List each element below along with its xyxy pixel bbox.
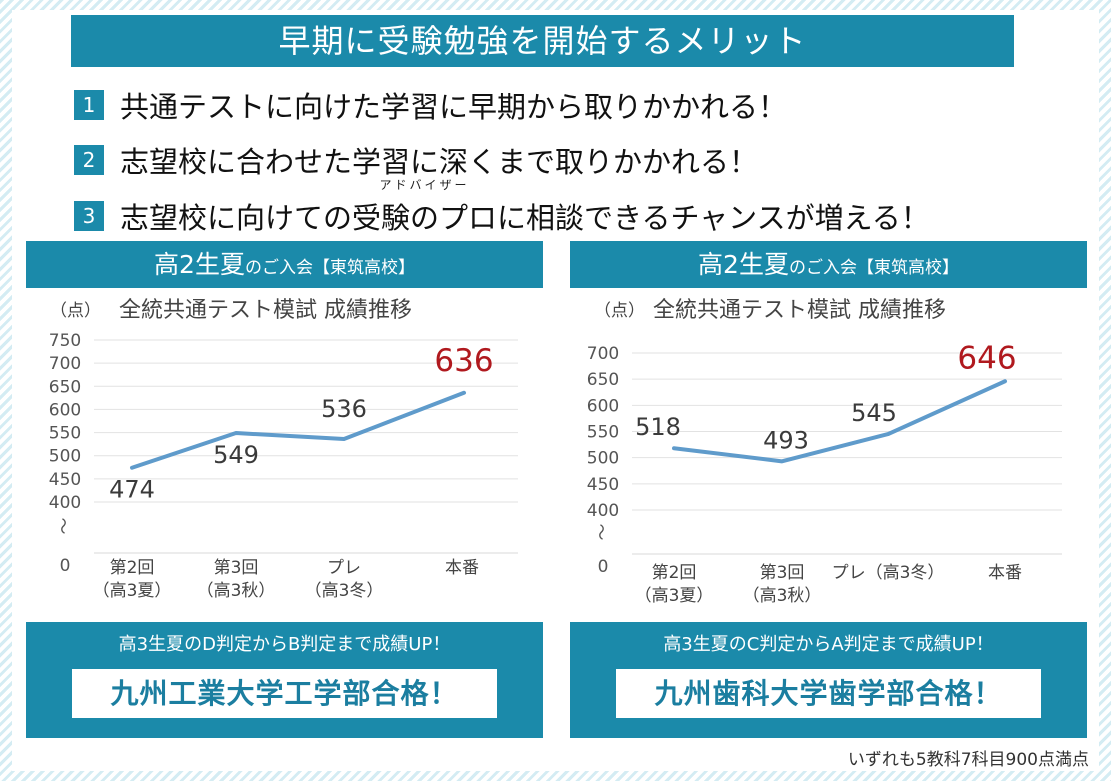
merit-text: 共通テストに向けた学習に早期から取りかかれる！: [120, 90, 788, 124]
panel-header-detail: のご入会【東筑高校】: [788, 258, 959, 278]
x-tick-label: 第2回: [110, 558, 155, 578]
merit-text: 志望校に向けての アドバイザー 受験のプロに相談できるチャンスが増える！: [120, 178, 930, 237]
highlight-data-label: 646: [957, 340, 1016, 376]
y-tick-label: 0: [60, 556, 71, 576]
y-tick-label: 750: [49, 331, 81, 351]
x-tick-label: 本番: [445, 558, 479, 578]
data-label: 545: [851, 399, 897, 427]
merit-1: 1 共通テストに向けた学習に早期から取りかかれる！: [74, 86, 787, 124]
data-label: 493: [763, 426, 809, 454]
panel-header: 高2生夏のご入会【東筑高校】: [570, 241, 1087, 288]
data-label: 518: [635, 413, 681, 441]
x-tick-label: （高3夏）: [635, 586, 714, 606]
y-tick-label: 500: [587, 449, 619, 469]
y-axis-unit: （点）: [594, 301, 645, 321]
y-tick-label: 450: [49, 470, 81, 490]
merit-text-after: に相談できるチャンスが増える！: [497, 201, 930, 235]
data-label: 549: [213, 441, 259, 469]
ruby-annotation: アドバイザー: [379, 178, 470, 192]
footnote: いずれも5教科7科目900点満点: [847, 750, 1089, 770]
y-tick-label: 400: [49, 493, 81, 513]
axis-break-mark: 〜: [590, 524, 610, 541]
panel-header-grade: 高2生夏: [698, 250, 789, 279]
merit-number: 1: [74, 90, 104, 120]
y-tick-label: 650: [49, 377, 81, 397]
series-line: [672, 379, 1007, 464]
y-tick-label: 550: [49, 424, 81, 444]
result-improvement: 高3生夏のD判定からB判定まで成績UP！: [118, 634, 451, 655]
highlight-data-label: 636: [434, 343, 493, 379]
result-school: 九州歯科大学歯学部合格！: [616, 669, 1041, 718]
merit-number: 3: [74, 201, 104, 231]
ruby-term: アドバイザー受験のプロ: [352, 178, 498, 237]
x-tick-label: 第3回: [214, 558, 259, 578]
result-school: 九州工業大学工学部合格！: [72, 669, 497, 718]
panel-header: 高2生夏のご入会【東筑高校】: [26, 241, 543, 288]
chart-title: 全統共通テスト模試 成績推移: [119, 298, 412, 323]
y-axis-unit: （点）: [50, 301, 101, 321]
x-tick-label: プレ（高3冬）: [832, 563, 945, 583]
y-tick-label: 550: [587, 423, 619, 443]
y-tick-label: 700: [49, 354, 81, 374]
score-chart: （点） 全統共通テスト模試 成績推移 700 650 600 550 500 450 400 0 〜…: [587, 298, 1062, 606]
x-tick-label: （高3冬）: [305, 581, 384, 601]
y-tick-label: 500: [49, 447, 81, 467]
merit-text-before: 志望校に向けての: [120, 201, 353, 235]
x-tick-label: （高3秋）: [197, 581, 276, 601]
merit-2: 2 志望校に合わせた学習に深くまで取りかかれる！: [74, 141, 758, 179]
content-frame: 早期に受験勉強を開始するメリット 1 共通テストに向けた学習に早期から取りかかれ…: [12, 10, 1099, 771]
case-panel-left: 高2生夏のご入会【東筑高校】 （点） 全統共通テスト模試 成績推移 750 700 65…: [26, 241, 543, 751]
axis-break-mark: 〜: [52, 518, 72, 535]
data-label: 474: [109, 476, 155, 504]
x-tick-label: （高3夏）: [93, 581, 172, 601]
merit-number: 2: [74, 145, 104, 175]
x-tick-label: 第2回: [652, 563, 697, 583]
result-improvement: 高3生夏のC判定からA判定まで成績UP！: [663, 634, 994, 655]
panel-header-grade: 高2生夏: [154, 250, 245, 279]
x-tick-label: （高3秋）: [743, 586, 822, 606]
ruby-base: 受験のプロ: [352, 201, 498, 235]
merit-3: 3 志望校に向けての アドバイザー 受験のプロに相談できるチャンスが増える！: [74, 178, 930, 237]
x-tick-label: プレ: [327, 558, 361, 578]
y-tick-label: 450: [587, 475, 619, 495]
y-tick-label: 600: [587, 396, 619, 416]
result-box: 高3生夏のD判定からB判定まで成績UP！ 九州工業大学工学部合格！: [26, 622, 543, 738]
y-tick-label: 700: [587, 344, 619, 364]
panel-header-detail: のご入会【東筑高校】: [244, 258, 415, 278]
chart-title: 全統共通テスト模試 成績推移: [653, 298, 946, 323]
score-chart: （点） 全統共通テスト模試 成績推移 750 700 650 600 550 500 450 40…: [49, 298, 518, 601]
series-line: [130, 390, 466, 470]
headline: 早期に受験勉強を開始するメリット: [71, 15, 1014, 67]
y-tick-label: 650: [587, 370, 619, 390]
x-tick-label: 第3回: [760, 563, 805, 583]
x-tick-label: 本番: [988, 563, 1022, 583]
data-label: 536: [321, 395, 367, 423]
y-tick-label: 0: [598, 557, 609, 577]
case-panel-right: 高2生夏のご入会【東筑高校】 （点） 全統共通テスト模試 成績推移 700 650 60…: [570, 241, 1087, 751]
merit-text: 志望校に合わせた学習に深くまで取りかかれる！: [120, 145, 759, 179]
y-tick-label: 600: [49, 400, 81, 420]
y-tick-label: 400: [587, 501, 619, 521]
result-box: 高3生夏のC判定からA判定まで成績UP！ 九州歯科大学歯学部合格！: [570, 622, 1087, 738]
